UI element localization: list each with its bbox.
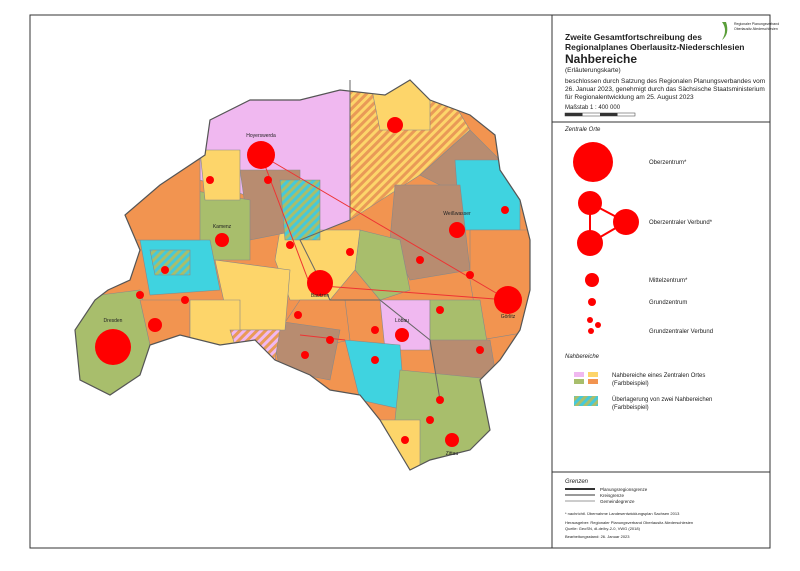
place-label: Görlitz	[501, 314, 516, 320]
place-label: Bautzen	[311, 293, 330, 299]
legend-label: Planungsregionsgrenze	[600, 487, 648, 492]
legend-label: Oberzentraler Verbund*	[649, 220, 713, 226]
district-border	[299, 80, 441, 401]
legend-heading: Nahbereiche	[565, 354, 600, 360]
legend-label: Mittelzentrum*	[649, 278, 688, 284]
legend-label: (Farbbeispiel)	[612, 381, 649, 387]
title: Regionalplanes Oberlausitz-Niederschlesi…	[565, 42, 745, 52]
place-label: Hoyerswerda	[246, 133, 276, 139]
place-label: Kamenz	[213, 224, 232, 230]
central-places	[95, 117, 522, 447]
logo-text: Regionaler Planungsverband	[734, 22, 779, 26]
decision-text: für Regionalentwicklung am 25. August 20…	[565, 94, 694, 101]
legend-label: Gemeindegrenze	[600, 499, 635, 504]
source: Quelle: GeoSN, dl-de/by-2-0, VWG (2018)	[565, 526, 641, 531]
place-label: Zittau	[446, 451, 459, 457]
legend-label: Oberzentrum*	[649, 160, 687, 166]
publisher: Herausgeber: Regionaler Planungsverband …	[565, 520, 693, 525]
legend-symbols	[573, 142, 639, 334]
legend-label: Überlagerung von zwei Nahbereichen	[612, 396, 712, 403]
legend-label: Grundzentraler Verbund	[649, 329, 713, 335]
map-note: (Erläuterungskarte)	[565, 67, 621, 74]
legend-heading: Grenzen	[565, 479, 589, 485]
place-labels: Hoyerswerda Bautzen Görlitz Zittau Kamen…	[104, 133, 516, 457]
footnote: * nachrichtl. Übernahme Landesentwicklun…	[565, 511, 680, 516]
place-label: Dresden	[104, 318, 123, 324]
legend-label: Grundzentrum	[649, 300, 687, 306]
legend-label: (Farbbeispiel)	[612, 405, 649, 411]
status: Bearbeitungsstand: 26. Januar 2023	[565, 534, 630, 539]
title: Zweite Gesamtfortschreibung des	[565, 32, 702, 42]
decision-text: 26. Januar 2023, genehmigt durch das Säc…	[565, 86, 765, 93]
logo: Regionaler Planungsverband Oberlausitz-N…	[722, 22, 779, 40]
border-symbols	[565, 488, 595, 502]
map-areas	[75, 80, 530, 470]
region-border	[74, 79, 531, 471]
place-label: Löbau	[395, 318, 409, 324]
legend-swatches	[574, 372, 598, 406]
legend-label: Kreisgrenze	[600, 493, 625, 498]
legend-heading: Zentrale Orte	[564, 127, 601, 133]
scale-bar	[564, 112, 636, 117]
subtitle: Nahbereiche	[565, 52, 637, 66]
scale-text: Maßstab 1 : 400 000	[565, 105, 621, 111]
sheet-frame	[29, 14, 771, 549]
legend-label: Nahbereiche eines Zentralen Ortes	[612, 373, 705, 379]
logo-text: Oberlausitz-Niederschlesien	[734, 27, 778, 31]
place-label: Weißwasser	[443, 211, 471, 217]
decision-text: beschlossen durch Satzung des Regionalen…	[565, 78, 765, 85]
